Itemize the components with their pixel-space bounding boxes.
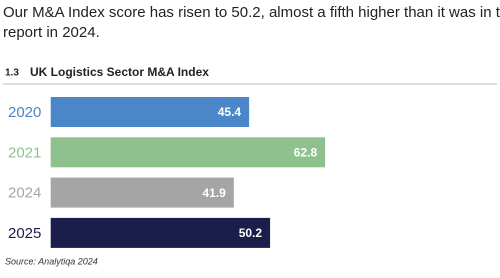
value-label: 41.9 — [202, 186, 226, 200]
intro-line: report in 2024. — [3, 24, 100, 41]
category-label: 2021 — [8, 144, 41, 161]
category-label: 2024 — [8, 185, 41, 202]
bar — [50, 177, 234, 208]
value-label: 50.2 — [239, 226, 263, 240]
chart-title: UK Logistics Sector M&A Index — [30, 65, 209, 79]
bar — [50, 137, 326, 168]
bar — [50, 97, 250, 127]
figure-number: 1.3 — [5, 68, 19, 79]
category-label: 2025 — [8, 225, 41, 242]
value-label: 45.4 — [218, 105, 242, 119]
source-note: Source: Analytiqa 2024 — [5, 256, 98, 266]
bar — [50, 217, 271, 248]
category-label: 2020 — [8, 104, 41, 121]
value-label: 62.8 — [294, 145, 318, 159]
intro-line: Our M&A Index score has risen to 50.2, a… — [3, 4, 500, 21]
